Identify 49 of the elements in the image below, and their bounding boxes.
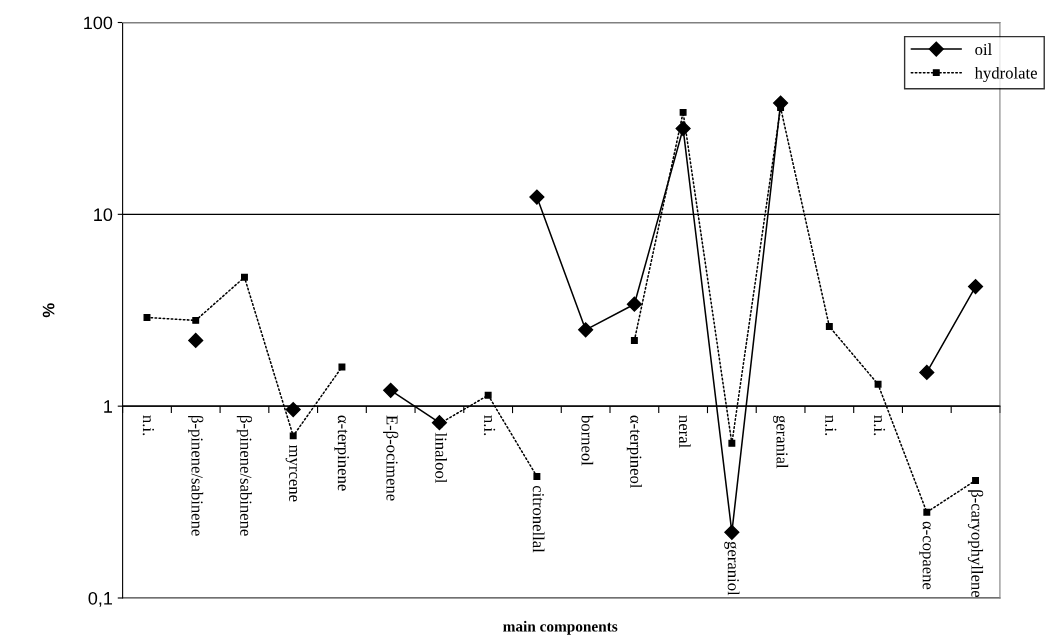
point <box>728 439 736 447</box>
point <box>923 508 931 516</box>
point <box>967 279 984 295</box>
x-tick-label: β-caryophyllene <box>967 490 984 598</box>
point <box>533 472 541 480</box>
point <box>484 391 492 399</box>
point <box>338 363 346 371</box>
x-tick-label: citronellal <box>532 485 545 553</box>
x-tick-label: geranial <box>773 415 789 469</box>
point <box>874 380 882 388</box>
point <box>143 313 151 321</box>
x-tick-label: β-pinene/sabinene <box>188 416 204 536</box>
x-tick-label: neral <box>678 415 691 448</box>
point <box>578 322 594 338</box>
point <box>626 296 642 312</box>
point <box>919 364 935 380</box>
x-tick-label: n.i. <box>483 415 496 436</box>
x-tick-label: linalool <box>435 432 447 484</box>
x-tick-label: borneol <box>581 414 594 466</box>
point <box>192 316 200 324</box>
x-tick-label: α-terpinene <box>334 415 349 491</box>
point <box>188 332 204 349</box>
x-tick-label: α-terpineol <box>626 415 642 489</box>
x-axis-title: main components <box>503 620 618 635</box>
y-tick-label: 1 <box>104 400 113 413</box>
point <box>825 323 833 331</box>
legend-label: hydrolate <box>974 66 1037 83</box>
legend-label: oil <box>975 43 992 56</box>
point <box>724 524 740 540</box>
x-tick-label: n.i. <box>142 415 155 436</box>
point <box>383 382 399 398</box>
x-tick-label: geraniol <box>724 541 740 596</box>
x-tick-label: myrcene <box>285 445 298 502</box>
y-axis-title: % <box>42 303 55 318</box>
y-tick-label: 10 <box>94 208 113 222</box>
x-tick-label: α-copaene <box>919 521 931 590</box>
point <box>289 432 297 440</box>
point <box>972 476 980 484</box>
x-tick-label: n.i. <box>825 415 837 436</box>
x-tick-label: β-pinene/sabinene <box>236 416 253 536</box>
y-tick-label: 0,1 <box>88 591 113 607</box>
point <box>285 401 301 418</box>
point <box>240 273 248 281</box>
point <box>679 108 687 116</box>
point <box>529 189 545 205</box>
point <box>630 337 638 344</box>
x-tick-label: n.i. <box>873 415 886 436</box>
y-tick-label: 100 <box>84 16 113 30</box>
x-tick-label: E-β-ocimene <box>383 415 399 501</box>
